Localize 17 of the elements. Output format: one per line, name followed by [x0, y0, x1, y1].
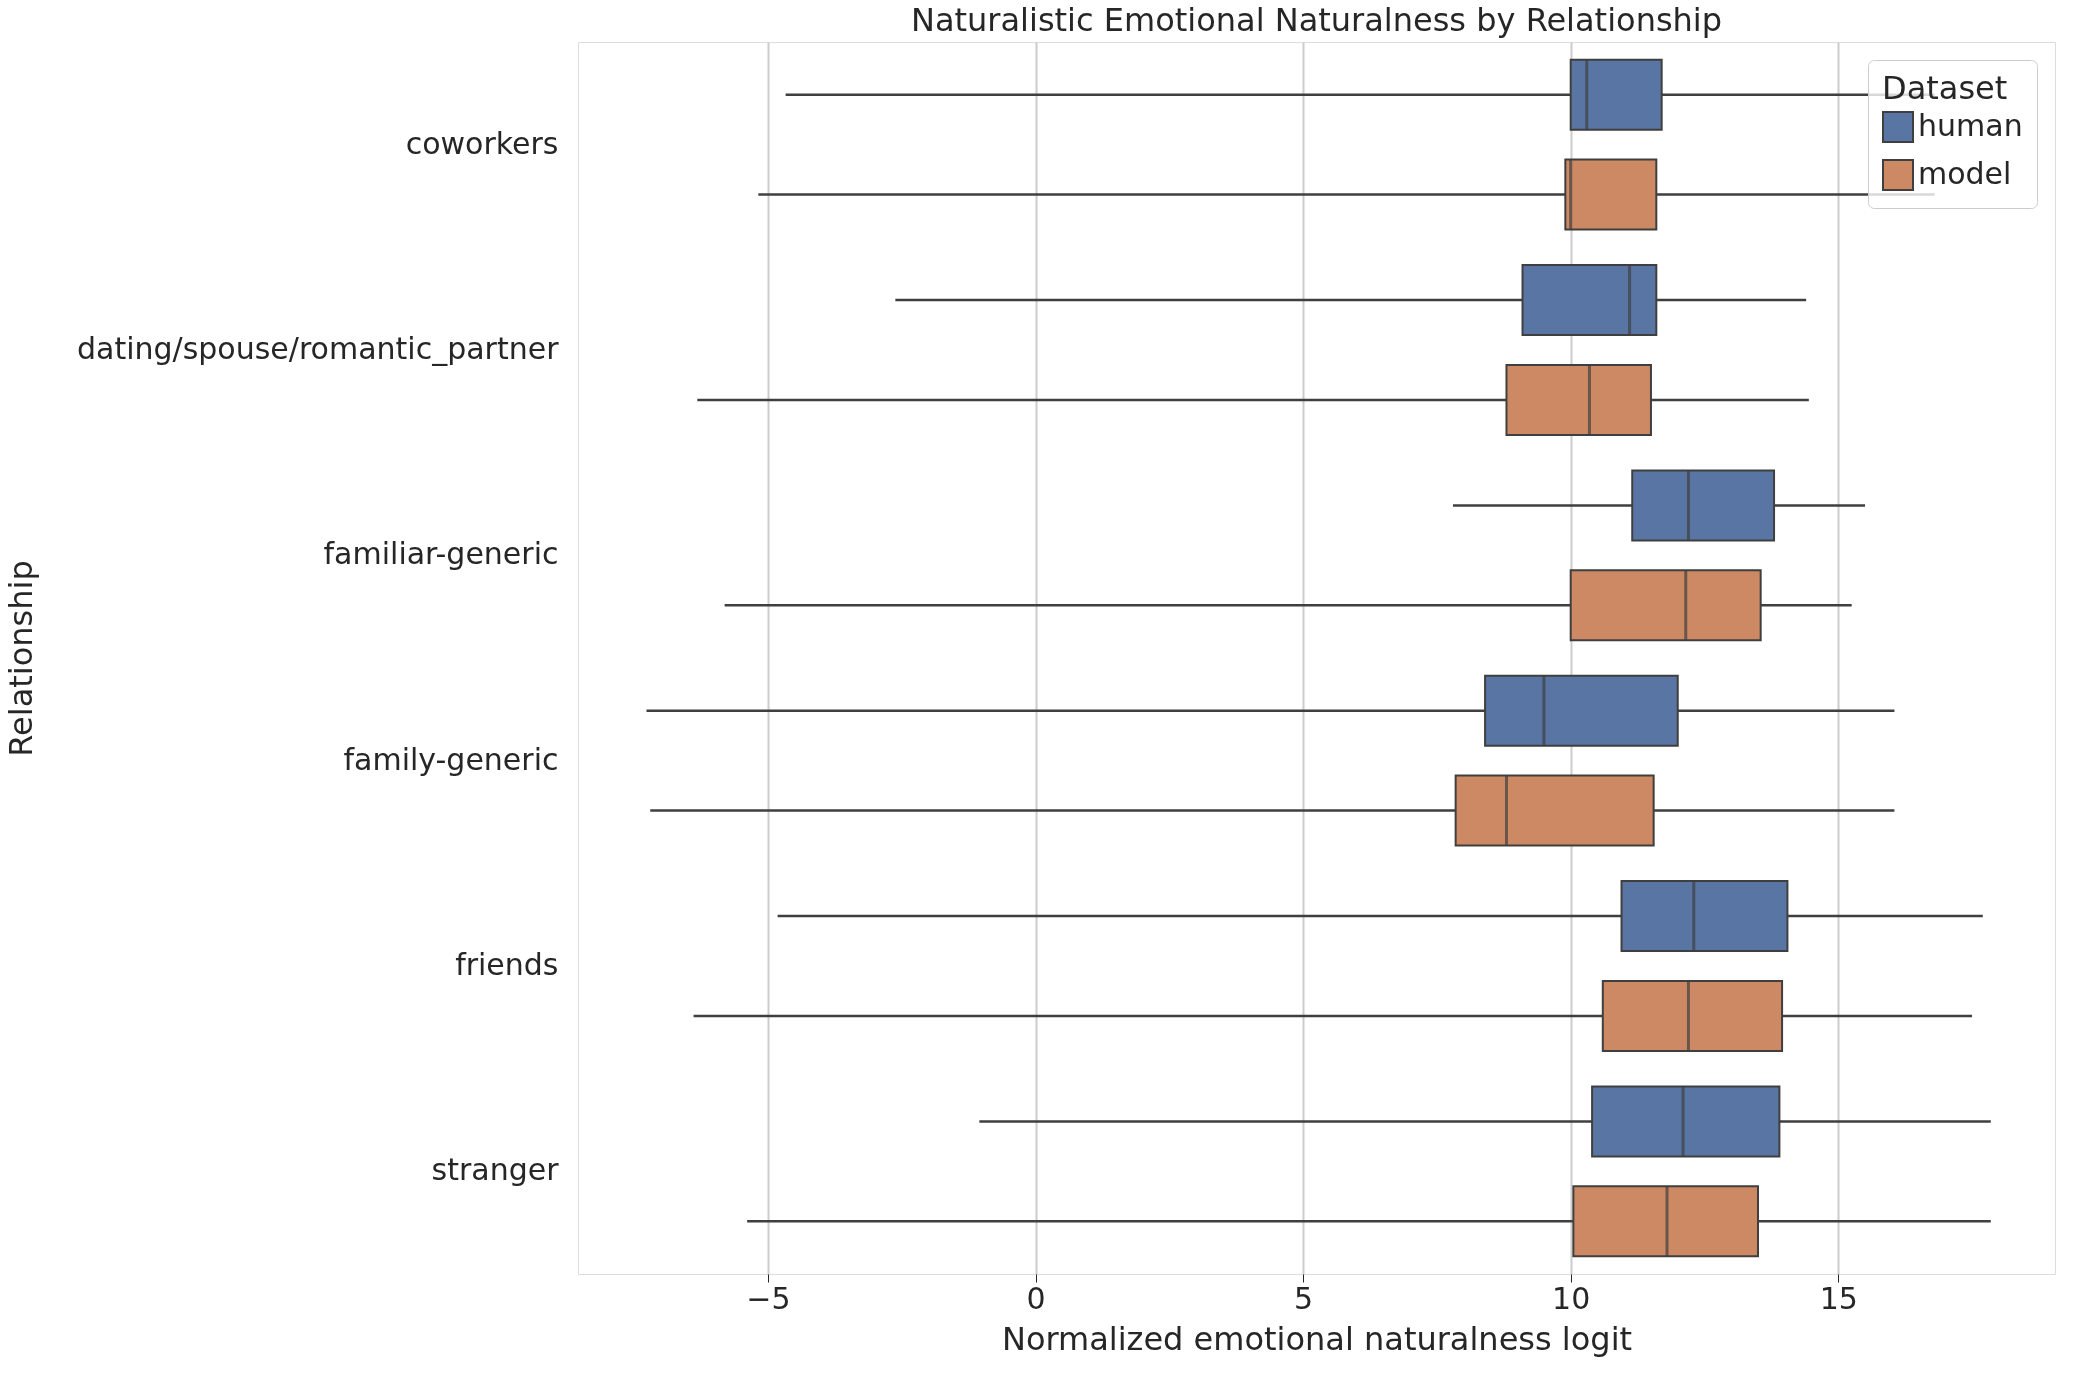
x-axis-title: Normalized emotional naturalness logit — [1001, 1319, 1633, 1358]
x-tick-label: −5 — [746, 1280, 791, 1316]
y-tick-label: familiar-generic — [323, 536, 559, 572]
chart-title: Naturalistic Emotional Naturalness by Relationship — [910, 1, 1723, 39]
y-tick-label: coworkers — [405, 125, 559, 161]
y-tick-label: family-generic — [343, 741, 559, 777]
y-tick-label: dating/spouse/romantic_partner — [77, 331, 560, 366]
x-tick-label: 5 — [1294, 1280, 1314, 1316]
legend-label: model — [1918, 156, 2012, 191]
legend-title: Dataset — [1882, 69, 2008, 107]
x-tick-label: 10 — [1552, 1280, 1591, 1316]
x-tick-label: 15 — [1819, 1280, 1858, 1316]
x-tick-label: 0 — [1026, 1280, 1046, 1316]
y-axis-title: Relationship — [1, 560, 40, 757]
y-tick-label: stranger — [431, 1152, 560, 1188]
legend-label: human — [1918, 108, 2023, 143]
y-tick-label: friends — [455, 947, 559, 982]
